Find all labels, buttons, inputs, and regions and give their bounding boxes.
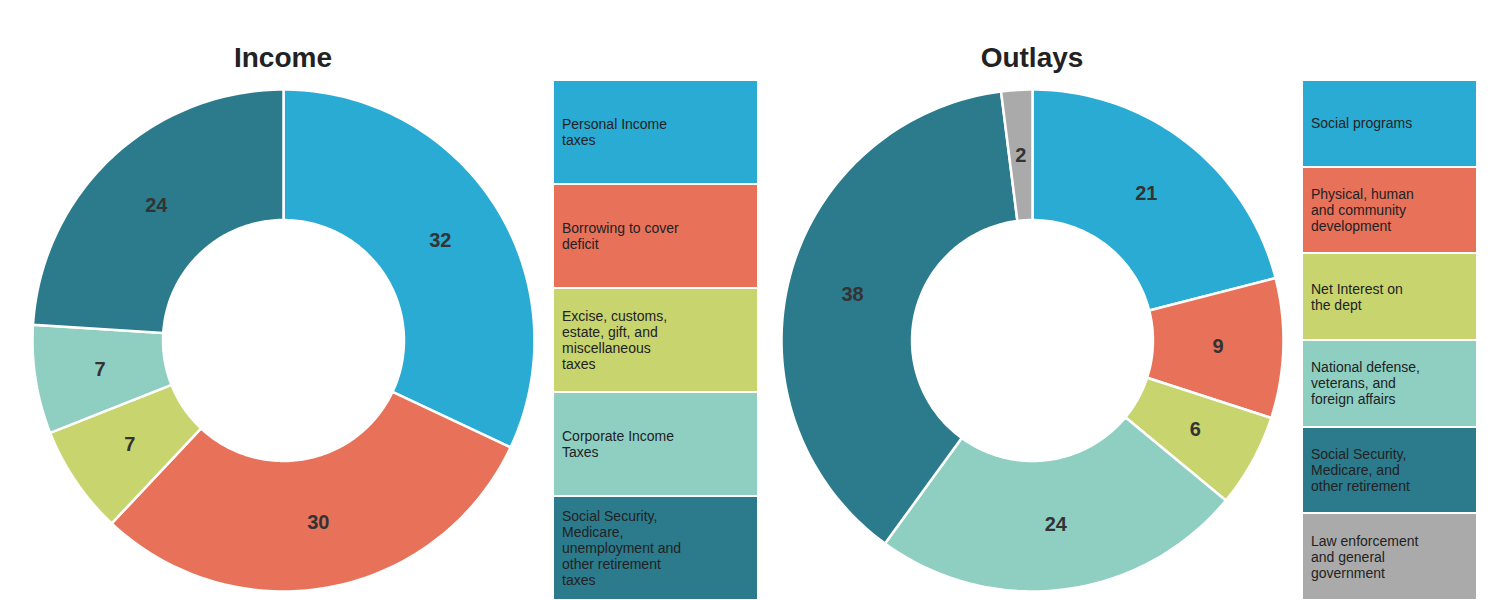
- svg-text:7: 7: [94, 358, 105, 380]
- html-text:Outlays: Outlays: [980, 42, 1084, 73]
- html-text:Physical, human and community: Physical, human and community developmen…: [1311, 185, 1414, 234]
- html-text:Social Security, Medicare, une: Social Security, Medicare, unemployment …: [562, 507, 682, 589]
- svg-text:30: 30: [307, 511, 329, 533]
- svg-text:24: 24: [145, 194, 168, 216]
- svg-text:6: 6: [1190, 418, 1201, 440]
- html-text:Corporate Income Taxes: Corporate Income Taxes: [562, 427, 675, 460]
- html-text:Social programs: Social programs: [1311, 115, 1413, 132]
- svg-text:38: 38: [841, 283, 863, 305]
- svg-text:2: 2: [1015, 144, 1026, 166]
- html-text:Excise, customs, estate, gift,: Excise, customs, estate, gift, and misce…: [562, 307, 667, 373]
- svg-text:7: 7: [124, 433, 135, 455]
- html-text:National defense, veterans, an: National defense, veterans, and foreign …: [1311, 359, 1420, 408]
- html-text:Personal Income taxes: Personal Income taxes: [562, 115, 668, 148]
- svg-text:21: 21: [1135, 182, 1157, 204]
- html-text:Borrowing to cover deficit: Borrowing to cover deficit: [562, 219, 679, 252]
- svg-text:24: 24: [1045, 513, 1068, 535]
- svg-text:9: 9: [1213, 335, 1224, 357]
- html-text:Income: Income: [234, 42, 332, 73]
- html-text:Law enforcement and general go: Law enforcement and general government: [1311, 532, 1419, 581]
- svg-text:32: 32: [429, 229, 451, 251]
- html-text:Net Interest on the dept: Net Interest on the dept: [1311, 280, 1403, 313]
- html-text:Social Security, Medicare, and: Social Security, Medicare, and other ret…: [1311, 445, 1410, 495]
